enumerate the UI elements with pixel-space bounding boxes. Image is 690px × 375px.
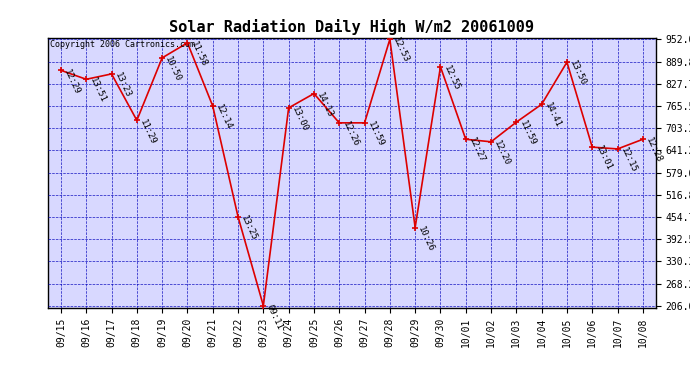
Text: 12:20: 12:20 [493,139,512,167]
Text: 14:13: 14:13 [315,91,335,119]
Text: Copyright 2006 Cartronics.com: Copyright 2006 Cartronics.com [50,40,195,49]
Text: 12:26: 12:26 [341,120,360,148]
Text: 09:11: 09:11 [265,303,284,331]
Text: 12:27: 12:27 [467,136,486,165]
Text: 13:25: 13:25 [239,214,259,242]
Title: Solar Radiation Daily High W/m2 20061009: Solar Radiation Daily High W/m2 20061009 [170,19,534,35]
Text: 12:53: 12:53 [391,36,411,64]
Text: 13:01: 13:01 [593,144,613,172]
Text: 12:28: 12:28 [644,136,664,165]
Text: 13:51: 13:51 [88,76,107,105]
Text: 12:14: 12:14 [214,103,234,132]
Text: 10:50: 10:50 [164,55,183,83]
Text: 11:59: 11:59 [518,119,538,147]
Text: 12:15: 12:15 [619,146,638,174]
Text: 13:00: 13:00 [290,105,310,133]
Text: 10:26: 10:26 [417,225,436,253]
Text: 13:23: 13:23 [113,71,132,99]
Text: 12:29: 12:29 [62,68,82,96]
Text: 11:59: 11:59 [366,120,386,148]
Text: 14:41: 14:41 [543,102,562,130]
Text: 12:55: 12:55 [442,64,462,92]
Text: 11:58: 11:58 [189,40,208,68]
Text: 11:29: 11:29 [138,118,158,146]
Text: 13:50: 13:50 [569,59,588,87]
